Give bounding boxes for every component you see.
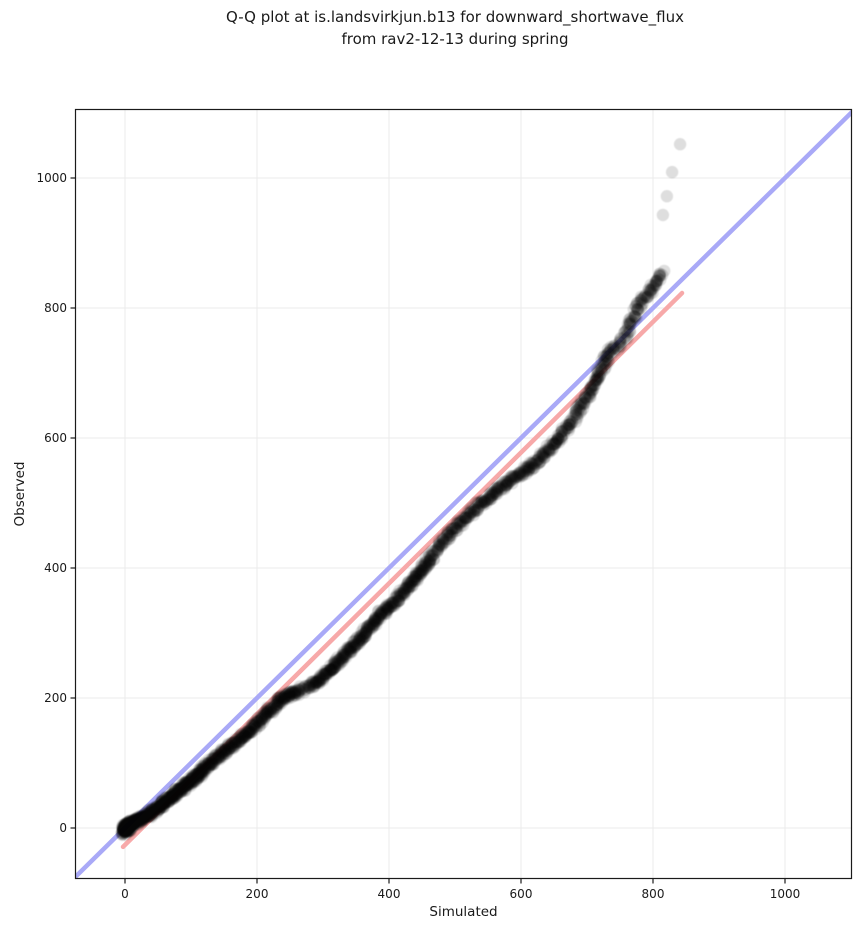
y-tick-label: 800 (44, 301, 67, 315)
y-tick-label: 200 (44, 691, 67, 705)
x-tick-label: 400 (378, 887, 401, 901)
chart-title: Q-Q plot at is.landsvirkjun.b13 for down… (50, 6, 860, 50)
chart-title-line1: Q-Q plot at is.landsvirkjun.b13 for down… (226, 8, 684, 26)
x-axis-label: Simulated (429, 904, 498, 920)
y-tick-label: 0 (59, 821, 67, 835)
x-tick-label: 0 (121, 887, 129, 901)
x-tick-label: 200 (246, 887, 269, 901)
x-tick-label: 600 (510, 887, 533, 901)
y-axis-label: Observed (12, 461, 28, 527)
y-tick-label: 400 (44, 561, 67, 575)
y-tick-label: 1000 (36, 171, 67, 185)
x-tick-label: 800 (642, 887, 665, 901)
chart-title-line2: from rav2-12-13 during spring (341, 30, 569, 48)
y-tick-label: 600 (44, 431, 67, 445)
x-tick-label: 1000 (770, 887, 801, 901)
